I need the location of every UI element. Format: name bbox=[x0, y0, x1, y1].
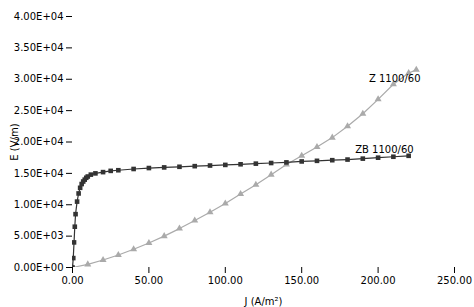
svg-text:1.50E+04: 1.50E+04 bbox=[14, 168, 64, 179]
svg-text:150.00: 150.00 bbox=[284, 275, 319, 286]
svg-text:2.50E+04: 2.50E+04 bbox=[14, 105, 64, 116]
svg-text:3.50E+04: 3.50E+04 bbox=[14, 42, 64, 53]
svg-text:2.00E+04: 2.00E+04 bbox=[14, 136, 64, 147]
svg-text:Z 1100/60: Z 1100/60 bbox=[369, 73, 421, 84]
svg-text:3.00E+04: 3.00E+04 bbox=[14, 73, 64, 84]
svg-text:5.00E+03: 5.00E+03 bbox=[14, 230, 64, 241]
svg-text:J (A/m²): J (A/m²) bbox=[244, 296, 283, 307]
svg-text:50.00: 50.00 bbox=[135, 275, 164, 286]
svg-text:250.00: 250.00 bbox=[437, 275, 472, 286]
svg-text:1.00E+04: 1.00E+04 bbox=[14, 199, 64, 210]
svg-text:0.00: 0.00 bbox=[61, 275, 83, 286]
svg-text:4.00E+04: 4.00E+04 bbox=[14, 11, 64, 22]
svg-text:E (V/m): E (V/m) bbox=[9, 123, 20, 160]
svg-text:100.00: 100.00 bbox=[208, 275, 243, 286]
svg-text:0.00E+00: 0.00E+00 bbox=[14, 262, 64, 273]
svg-text:200.00: 200.00 bbox=[361, 275, 396, 286]
svg-text:ZB 1100/60: ZB 1100/60 bbox=[355, 144, 413, 155]
